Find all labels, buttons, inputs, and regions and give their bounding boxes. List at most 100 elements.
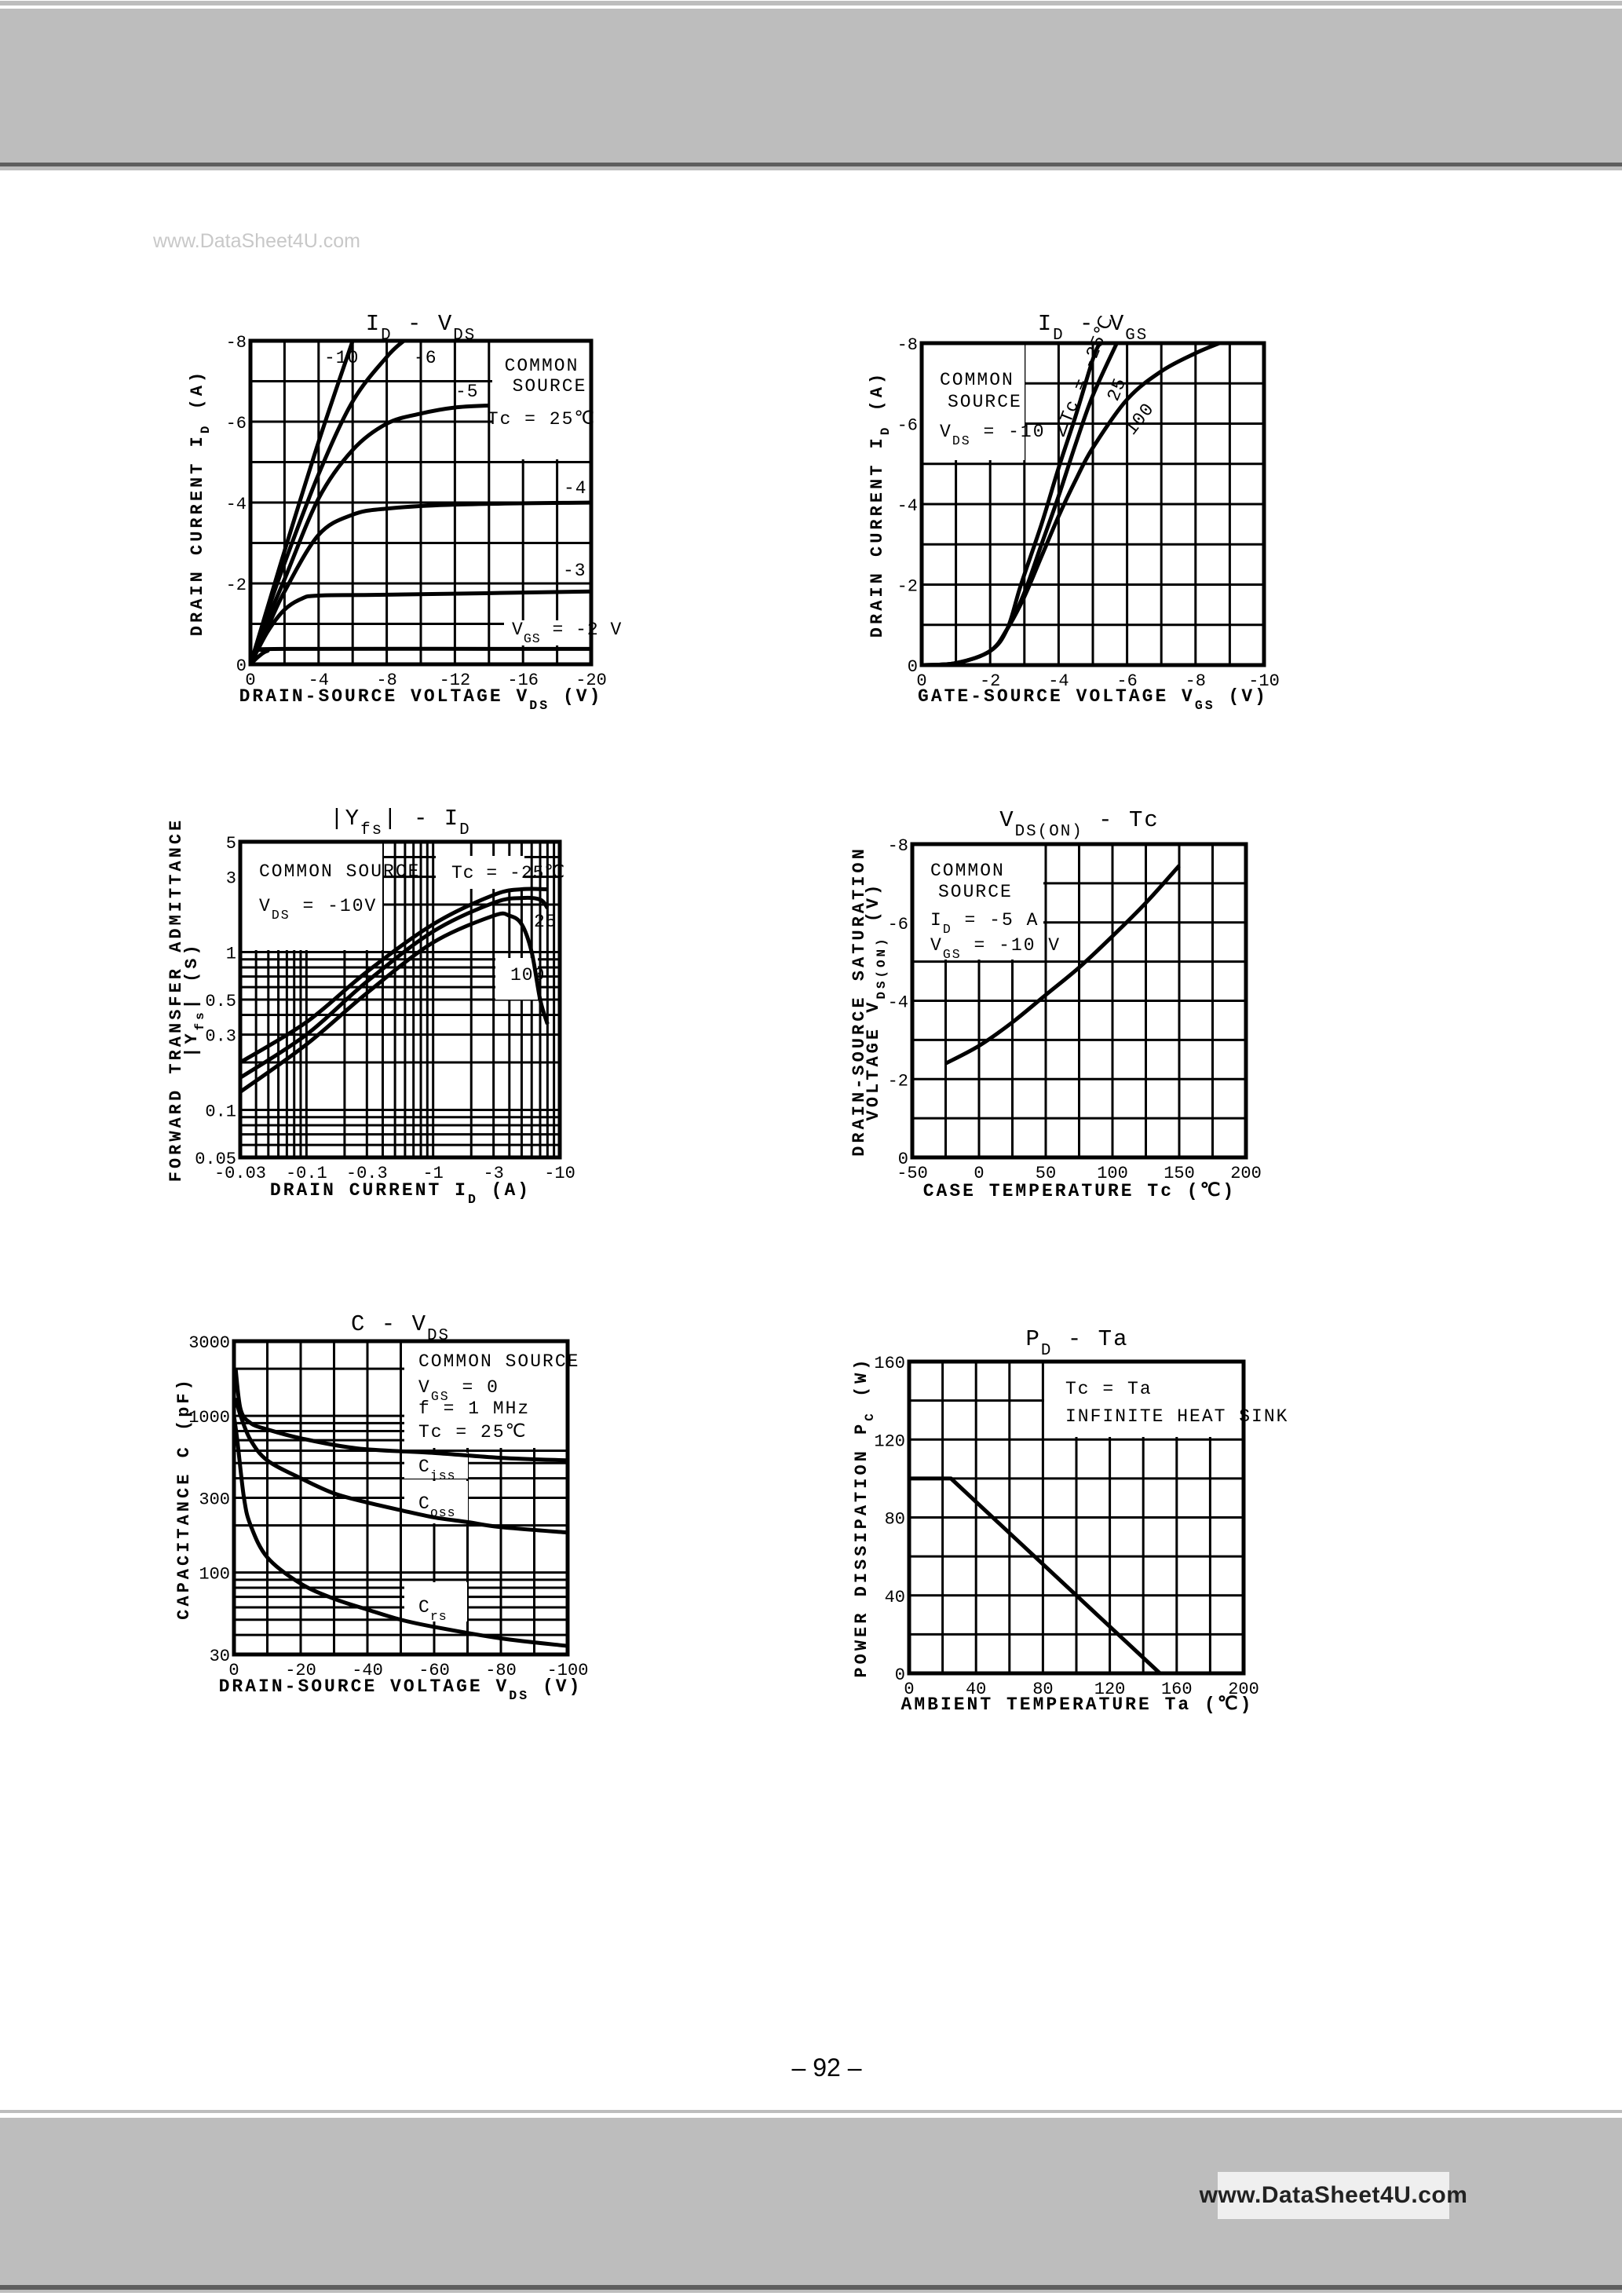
footer-rule-top xyxy=(0,2110,1622,2113)
x-axis-label-part: CASE TEMPERATURE Tc (℃) xyxy=(923,1181,1236,1201)
chart-title-part: C - V xyxy=(351,1311,427,1337)
y-axis-label: DRAIN-SOURCE SATURATION xyxy=(849,846,869,1157)
legend-text-part: SOURCE xyxy=(513,376,587,397)
x-tick-label: 40 xyxy=(966,1680,986,1699)
x-tick-label: -1 xyxy=(422,1164,443,1183)
series-label: 100 xyxy=(510,965,545,985)
x-tick-label: 0 xyxy=(904,1680,914,1699)
footer-rule-light xyxy=(0,2290,1622,2293)
legend-text: COMMON SOURCE xyxy=(259,861,420,882)
series-label-subscript: GS xyxy=(524,631,541,646)
x-tick-label: -20 xyxy=(575,671,607,690)
y-tick-label: 0.05 xyxy=(195,1150,236,1169)
plot-frame xyxy=(248,338,594,667)
legend-text-part: V xyxy=(259,896,272,916)
series-label: 25 xyxy=(534,912,557,932)
y-tick-label: 40 xyxy=(885,1588,905,1607)
series-label: -6 xyxy=(414,348,437,368)
chart-title-part: I xyxy=(366,311,381,337)
y-axis-label-part: DRAIN CURRENT I xyxy=(868,435,887,638)
chart-title: VDS(ON)​ - Tc xyxy=(999,807,1160,841)
y-tick-label: 3000 xyxy=(188,1333,230,1353)
chart-title-subscript: D xyxy=(1053,327,1065,345)
legend-text: INFINITE HEAT SINK xyxy=(1065,1406,1288,1427)
y-axis-label-part: VOLTAGE V xyxy=(864,999,883,1121)
x-tick-label: -8 xyxy=(376,671,396,690)
x-tick-label: 0 xyxy=(974,1164,984,1183)
legend-text-part: Tc = 25℃ xyxy=(418,1422,527,1442)
chart-title-subscript: D xyxy=(381,327,393,345)
y-axis-label: DRAIN CURRENT ID​ (A) xyxy=(188,369,213,636)
x-axis-label-part: (V) xyxy=(550,686,602,707)
series-line-1 xyxy=(233,1368,568,1463)
legend-text-part: f = 1 MHz xyxy=(418,1398,530,1419)
legend-text-part: Tc = Ta xyxy=(1065,1379,1153,1399)
x-tick-label: 80 xyxy=(1032,1680,1053,1699)
chart-5: COMMON SOURCE VGS​ = 0f = 1 MHz Tc = 25℃ Ci… xyxy=(174,1311,588,1703)
chart-title-subscript: DS xyxy=(427,1327,450,1345)
y-tick-label: -2 xyxy=(888,1071,908,1091)
series-label-part: C xyxy=(418,1493,430,1514)
chart-title-subscript: fs xyxy=(360,821,383,839)
x-tick-label: -12 xyxy=(440,671,471,690)
header-rule-top xyxy=(0,1,1622,5)
series-label: -3 xyxy=(563,561,586,581)
legend-text: COMMON xyxy=(505,356,579,376)
y-axis-label-part: FORWARD TRANSFER ADMITTANCE xyxy=(166,817,186,1182)
plot-frame xyxy=(910,842,1248,1160)
y-axis-label-subscript: fs xyxy=(193,1009,207,1030)
y-tick-label: 0 xyxy=(898,1150,908,1169)
chart-title-subscript: D xyxy=(459,821,471,839)
y-axis-label-part: (W) xyxy=(852,1356,871,1410)
legend-text-part: COMMON xyxy=(940,370,1014,390)
series-line-1 xyxy=(239,887,548,1065)
series-label: -5 xyxy=(455,382,479,402)
watermark-link[interactable]: www.DataSheet4U.com xyxy=(153,230,361,252)
x-tick-label: -4 xyxy=(1048,671,1069,691)
x-tick-label: -16 xyxy=(507,671,539,690)
y-axis-label-subscript: D xyxy=(199,423,213,434)
x-axis-label: DRAIN-SOURCE VOLTAGE VDS​ (V) xyxy=(219,1676,583,1703)
x-tick-label: 50 xyxy=(1036,1164,1056,1183)
y-axis-label-part: DRAIN-SOURCE SATURATION xyxy=(849,846,869,1157)
series-line-1 xyxy=(944,864,1181,1066)
y-axis-label-part: |Y xyxy=(182,1030,202,1057)
x-tick-label: 200 xyxy=(1230,1164,1262,1183)
x-axis-label: CASE TEMPERATURE Tc (℃) xyxy=(923,1181,1236,1201)
x-tick-label: -50 xyxy=(897,1164,928,1183)
chart-title-subscript: D xyxy=(1041,1342,1053,1360)
legend-text: Tc = 25℃ xyxy=(418,1422,527,1442)
y-axis-label: DRAIN CURRENT ID​ (A) xyxy=(868,371,893,638)
footer-rule-dark xyxy=(0,2285,1622,2290)
label-box xyxy=(436,856,524,889)
x-tick-label: 100 xyxy=(1097,1164,1128,1183)
legend-text-part: INFINITE HEAT SINK xyxy=(1065,1406,1288,1427)
legend-text-subscript: GS xyxy=(431,1389,450,1404)
x-tick-label: 150 xyxy=(1164,1164,1195,1183)
legend-text: COMMON xyxy=(930,861,1005,881)
y-tick-label: 1000 xyxy=(188,1408,230,1428)
series-line-2 xyxy=(248,339,406,665)
legend-text-part: COMMON xyxy=(930,861,1005,881)
x-axis-label-subscript: DS xyxy=(529,698,550,713)
x-axis-label-subscript: DS xyxy=(509,1688,529,1703)
legend-text: VGS​ = 0 xyxy=(418,1377,499,1404)
y-tick-label: 300 xyxy=(199,1490,230,1510)
x-tick-label: 0 xyxy=(228,1661,239,1680)
x-tick-label: 0 xyxy=(245,671,255,690)
x-tick-label: 0 xyxy=(916,671,926,691)
legend-text-subscript: DS xyxy=(272,908,290,923)
legend-box xyxy=(242,843,382,950)
x-axis-label-part: DRAIN CURRENT I xyxy=(270,1180,468,1201)
series-label-subscript: oss xyxy=(430,1505,456,1520)
x-tick-label: -3 xyxy=(483,1164,503,1183)
series-line-3 xyxy=(239,911,550,1094)
y-tick-label: -4 xyxy=(888,993,908,1013)
y-axis-label: CAPACITANCE C (pF) xyxy=(174,1377,194,1620)
plot-frame xyxy=(232,1339,570,1657)
chart-6: Tc = Ta INFINITE HEAT SINK 0 40 80 120 160 200 0… xyxy=(852,1326,1288,1715)
footer-site-badge[interactable]: www.DataSheet4U.com xyxy=(1200,2172,1467,2219)
x-tick-label: -10 xyxy=(1248,671,1280,691)
